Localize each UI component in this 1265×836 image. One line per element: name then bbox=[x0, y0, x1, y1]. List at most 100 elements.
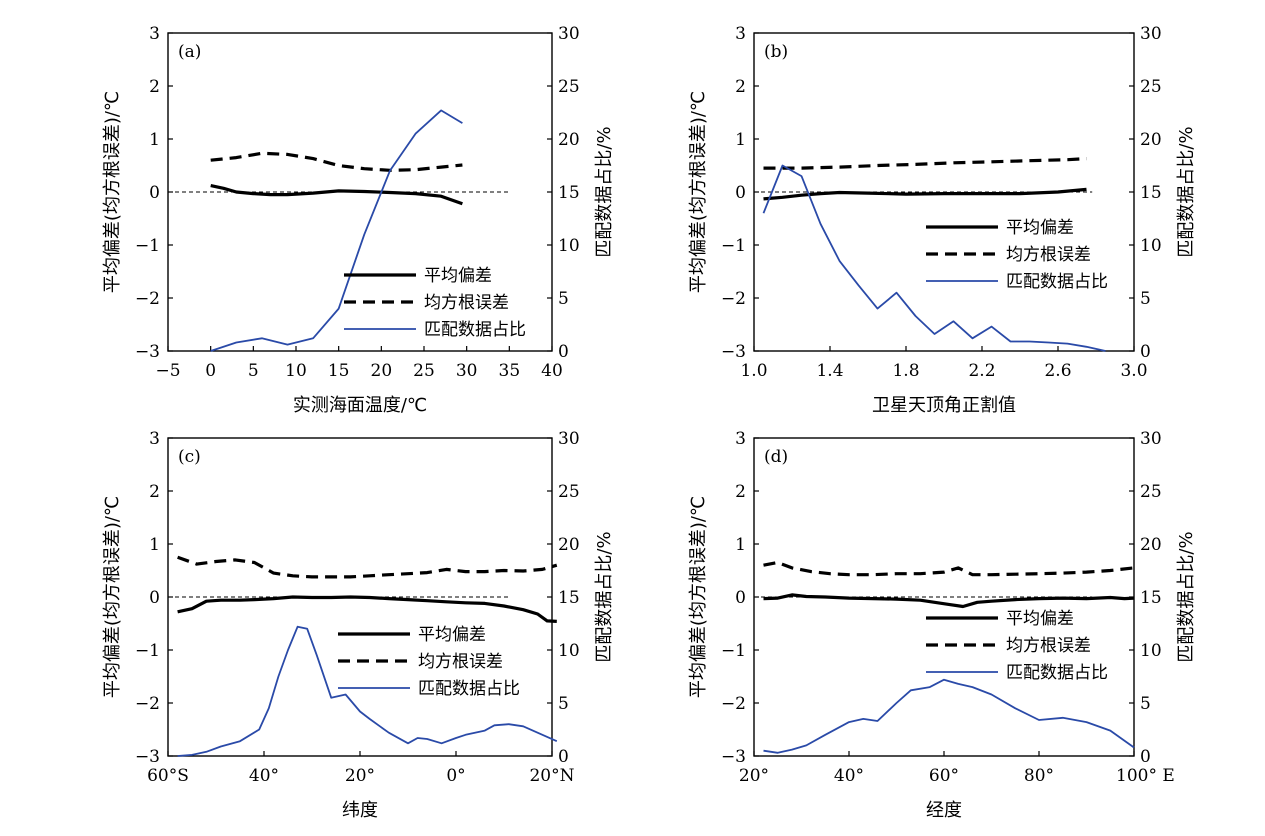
legend-rmse-label: 均方根误差 bbox=[1006, 636, 1091, 656]
y-right-tick-label: 15 bbox=[558, 588, 580, 608]
y-left-axis-title: 平均偏差(均方根误差)/℃ bbox=[688, 91, 709, 293]
x-tick-label: 1.8 bbox=[892, 361, 919, 381]
y-left-tick-label: −2 bbox=[721, 289, 746, 309]
y-left-tick-label: −1 bbox=[721, 641, 746, 661]
legend-mean-bias-label: 平均偏差 bbox=[1006, 218, 1074, 238]
legend-match-ratio-label: 匹配数据占比 bbox=[1006, 272, 1108, 292]
y-left-tick-label: 1 bbox=[149, 130, 160, 150]
y-left-tick-label: −2 bbox=[135, 289, 160, 309]
y-right-tick-label: 0 bbox=[558, 747, 569, 767]
legend-mean-bias-label: 平均偏差 bbox=[418, 625, 486, 645]
y-right-tick-label: 25 bbox=[558, 77, 580, 97]
x-tick-label: 80° bbox=[1024, 766, 1054, 786]
x-axis-title: 纬度 bbox=[342, 800, 378, 821]
y-right-axis-title: 匹配数据占比/% bbox=[1176, 126, 1197, 257]
y-left-tick-label: 2 bbox=[149, 482, 160, 502]
y-right-tick-label: 10 bbox=[558, 236, 580, 256]
x-tick-label: 30 bbox=[456, 361, 478, 381]
legend-mean-bias-label: 平均偏差 bbox=[1006, 609, 1074, 629]
mean-bias-line bbox=[177, 595, 557, 623]
x-axis-title: 经度 bbox=[926, 800, 962, 821]
panel-label: (c) bbox=[178, 447, 201, 467]
x-tick-label: 35 bbox=[499, 361, 521, 381]
y-right-tick-label: 30 bbox=[1140, 24, 1162, 44]
match-ratio-line bbox=[763, 678, 1135, 754]
y-left-tick-label: 0 bbox=[735, 183, 746, 203]
y-right-tick-label: 20 bbox=[558, 535, 580, 555]
y-left-tick-label: 1 bbox=[735, 130, 746, 150]
y-right-tick-label: 30 bbox=[1140, 429, 1162, 449]
y-left-tick-label: −2 bbox=[721, 694, 746, 714]
x-tick-label: 40 bbox=[541, 361, 563, 381]
y-left-tick-label: 0 bbox=[149, 588, 160, 608]
legend-match-ratio-label: 匹配数据占比 bbox=[1006, 663, 1108, 683]
panel-label: (d) bbox=[764, 447, 788, 467]
x-tick-label: 1.0 bbox=[740, 361, 767, 381]
y-left-tick-label: 2 bbox=[149, 77, 160, 97]
y-right-tick-label: 0 bbox=[1140, 747, 1151, 767]
legend-rmse-label: 均方根误差 bbox=[418, 652, 503, 672]
x-tick-label: 40° bbox=[249, 766, 279, 786]
y-right-tick-label: 30 bbox=[558, 24, 580, 44]
y-right-tick-label: 15 bbox=[558, 183, 580, 203]
y-right-axis-title: 匹配数据占比/% bbox=[1176, 531, 1197, 662]
y-left-tick-label: 0 bbox=[149, 183, 160, 203]
x-tick-label: 40° bbox=[834, 766, 864, 786]
legend-rmse-label: 均方根误差 bbox=[424, 293, 509, 313]
y-left-tick-label: 1 bbox=[149, 535, 160, 555]
y-right-tick-label: 10 bbox=[1140, 641, 1162, 661]
y-right-tick-label: 5 bbox=[558, 694, 569, 714]
x-tick-label: 1.4 bbox=[816, 361, 843, 381]
mean-bias-line bbox=[763, 593, 1135, 609]
y-right-tick-label: 20 bbox=[1140, 130, 1162, 150]
panel-label: (b) bbox=[764, 42, 788, 62]
y-left-tick-label: −1 bbox=[135, 641, 160, 661]
y-left-tick-label: 3 bbox=[735, 24, 746, 44]
legend-match-ratio-label: 匹配数据占比 bbox=[418, 679, 520, 699]
match-ratio-line bbox=[210, 109, 463, 352]
y-left-tick-label: 2 bbox=[735, 77, 746, 97]
x-axis-title: 实测海面温度/℃ bbox=[293, 395, 427, 416]
rmse-line bbox=[177, 555, 558, 579]
y-right-tick-label: 15 bbox=[1140, 588, 1162, 608]
y-right-tick-label: 25 bbox=[1140, 482, 1162, 502]
x-tick-label: 3.0 bbox=[1120, 361, 1147, 381]
rmse-line bbox=[763, 157, 1087, 170]
y-right-tick-label: 5 bbox=[558, 289, 569, 309]
y-right-axis-title: 匹配数据占比/% bbox=[594, 126, 615, 257]
y-right-tick-label: 5 bbox=[1140, 694, 1151, 714]
y-right-tick-label: 0 bbox=[558, 342, 569, 362]
x-tick-label: 0° bbox=[446, 766, 465, 786]
y-left-axis-title: 平均偏差(均方根误差)/℃ bbox=[688, 496, 709, 698]
y-right-tick-label: 5 bbox=[1140, 289, 1151, 309]
x-tick-label: 20° bbox=[739, 766, 769, 786]
y-left-tick-label: −1 bbox=[721, 236, 746, 256]
x-tick-label: 20° bbox=[345, 766, 375, 786]
y-right-tick-label: 10 bbox=[558, 641, 580, 661]
x-tick-label: 2.2 bbox=[968, 361, 995, 381]
x-tick-label: 100° E bbox=[1116, 766, 1175, 786]
y-left-tick-label: 3 bbox=[149, 24, 160, 44]
y-right-tick-label: 30 bbox=[558, 429, 580, 449]
y-right-tick-label: 25 bbox=[1140, 77, 1162, 97]
y-left-tick-label: −2 bbox=[135, 694, 160, 714]
y-left-tick-label: −1 bbox=[135, 236, 160, 256]
x-tick-label: 25 bbox=[413, 361, 435, 381]
y-right-tick-label: 20 bbox=[558, 130, 580, 150]
y-left-tick-label: 2 bbox=[735, 482, 746, 502]
x-tick-label: −5 bbox=[155, 361, 180, 381]
x-tick-label: 0 bbox=[205, 361, 216, 381]
y-left-tick-label: 3 bbox=[149, 429, 160, 449]
x-tick-label: 60° bbox=[929, 766, 959, 786]
y-right-tick-label: 0 bbox=[1140, 342, 1151, 362]
y-left-tick-label: −3 bbox=[721, 342, 746, 362]
y-right-tick-label: 20 bbox=[1140, 535, 1162, 555]
legend-match-ratio-label: 匹配数据占比 bbox=[424, 320, 526, 340]
